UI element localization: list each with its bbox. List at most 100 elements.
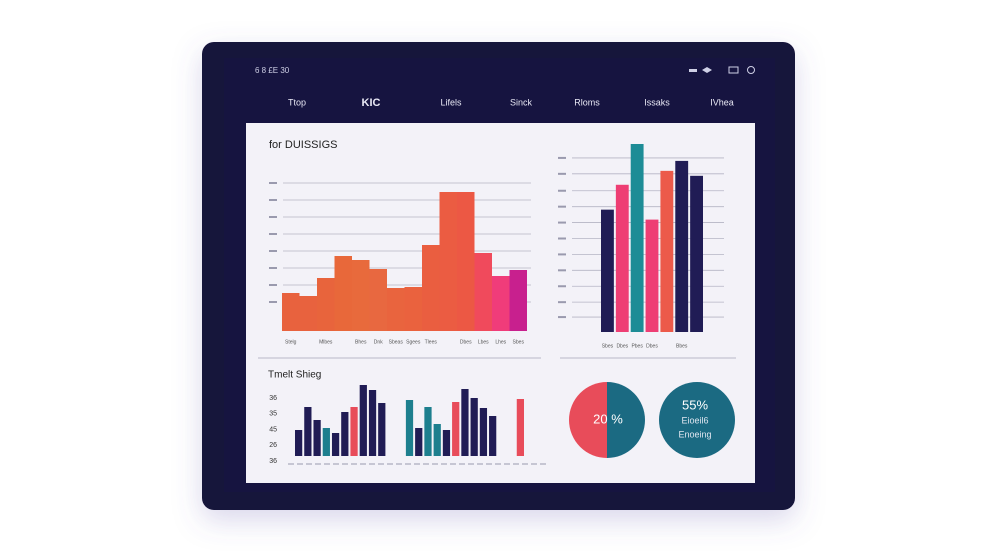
bar [322,428,330,456]
x-tick-label: Dbes [460,339,472,345]
bar [615,184,629,332]
x-tick-label: Bhes [355,339,367,345]
axis-dash [342,463,348,465]
axis-dash [324,463,330,465]
bar [405,400,414,456]
nav-item: Rloms [574,97,600,107]
x-tick-label: Sbes [513,339,525,345]
axis-dash [414,463,420,465]
bar [295,430,303,456]
tick-stub [558,221,566,224]
x-tick-label: Pbes [631,343,643,349]
axis-dash [441,463,447,465]
tick-stub [558,172,566,175]
x-tick-label: Sgees [406,339,421,345]
bar [601,209,614,332]
axis-dash [522,463,528,465]
nav-item: Sinck [510,97,533,107]
bar [660,170,674,332]
axis-dash [531,463,537,465]
x-tick-label: Sbes [602,343,614,349]
bar [404,287,422,331]
axis-dash [513,463,519,465]
status-icons [689,66,755,74]
axis-dash [450,463,456,465]
tick-stub [269,233,277,235]
bar [350,407,358,456]
nav-bar: Ttop KIC Lifels Sinck Rloms Issaks IVhea [288,97,734,109]
axis-dash [387,463,393,465]
bar [422,245,440,331]
kpi-value: 20 % [593,411,623,426]
tick-stub [558,301,566,304]
axis-dash [477,463,483,465]
bar [282,293,300,331]
side-label: 36 [269,395,277,402]
bar [387,288,405,331]
bar [492,276,510,331]
donut-left [569,382,607,458]
tick-stub [558,189,566,192]
bar [474,253,492,331]
bar [461,389,469,456]
axis-dash [378,463,384,465]
axis-dash [468,463,474,465]
bar [442,430,451,456]
bar [509,270,527,331]
bar [369,269,387,331]
x-tick-label: Bbes [676,343,688,349]
settings-icon [747,66,755,74]
axis-dash [405,463,411,465]
bar [359,385,367,456]
bar [331,433,340,456]
bar [415,428,423,456]
x-tick-label: Mlbes [319,339,333,345]
bar [317,278,335,331]
panel-subtitle: Tmelt Shieg [268,370,321,381]
bar [352,260,370,331]
bar [479,408,488,456]
bar [299,296,317,331]
bar [439,192,457,331]
bar [313,420,321,456]
x-tick-label: Sbeas [389,339,404,345]
axis-dash [486,463,492,465]
axis-dash [540,463,546,465]
axis-dash [369,463,375,465]
nav-item: KIC [362,97,381,109]
x-tick-label: Stelg [285,339,297,345]
tick-stub [558,253,566,256]
axis-dash [504,463,510,465]
axis-dash [396,463,402,465]
x-tick-label: Tlees [425,339,438,345]
donut-right [607,382,645,458]
axis-dash [423,463,429,465]
bar [489,416,497,456]
kpi-value: 55% [682,397,708,412]
signal-icon [689,69,697,72]
x-tick-label: Dbes [646,343,658,349]
tick-stub [558,205,566,208]
bar [630,143,644,332]
axis-dash [360,463,366,465]
bar [470,398,478,456]
x-tick-label: Lhes [495,339,506,345]
bar [341,412,349,456]
tick-stub [269,301,277,303]
axis-dash [432,463,438,465]
bar [645,219,659,332]
side-label: 26 [269,442,277,449]
bar [304,407,312,456]
bar [516,399,524,456]
axis-dash [315,463,321,465]
bar [690,175,703,332]
side-label: 45 [269,426,277,433]
side-label: 36 [269,458,277,465]
tick-stub [269,250,277,252]
x-tick-label: Dnk [374,339,383,345]
bar [452,402,460,456]
status-left: 6 8 £E 30 [255,66,290,75]
tick-stub [558,269,566,272]
